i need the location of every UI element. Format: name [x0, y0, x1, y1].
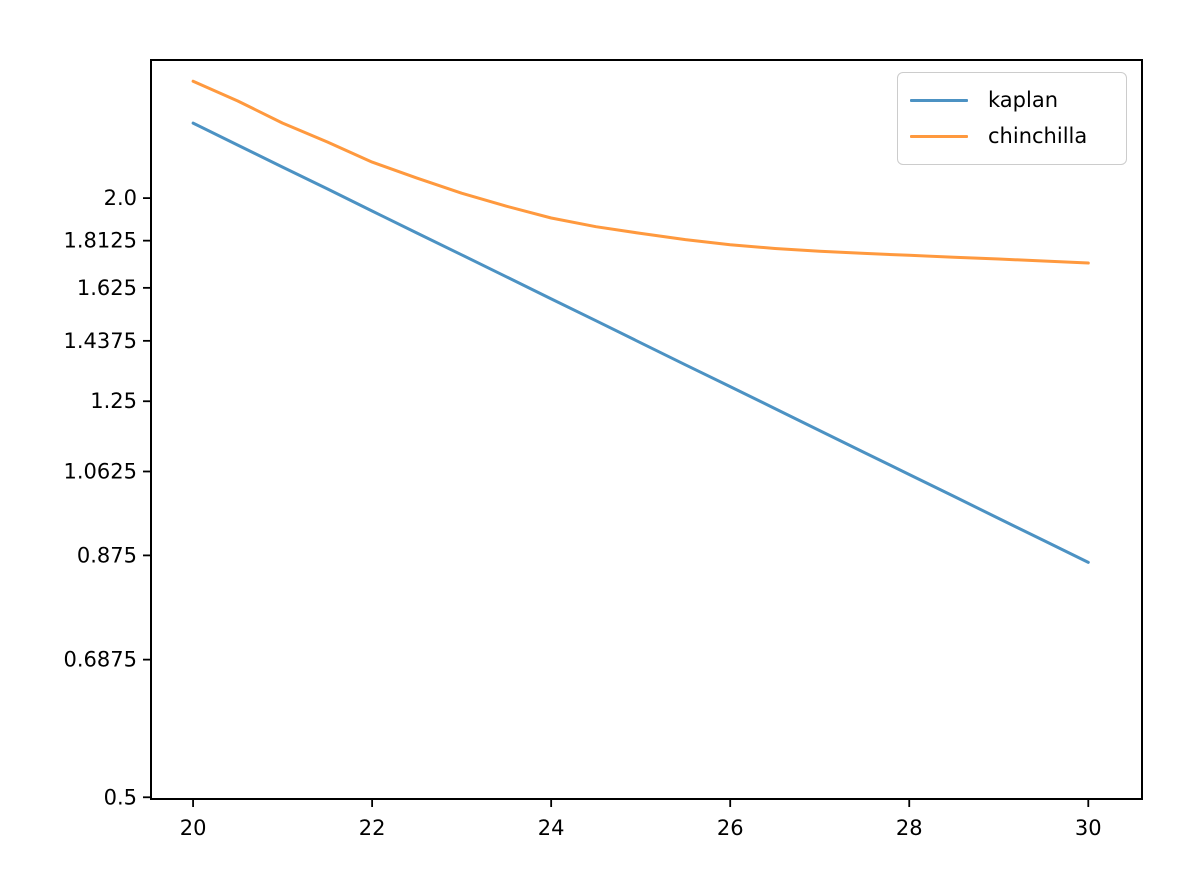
- y-tick-label: 1.4375: [64, 329, 137, 353]
- legend-item-chinchilla: chinchilla: [910, 123, 1114, 148]
- y-tick-label: 2.0: [104, 186, 137, 210]
- x-tick-label: 20: [180, 816, 207, 840]
- legend-label-chinchilla: chinchilla: [988, 123, 1088, 148]
- x-tick-label: 30: [1075, 816, 1102, 840]
- series-line-kaplan: [191, 121, 1090, 564]
- x-tick-label: 28: [896, 816, 923, 840]
- legend-label-kaplan: kaplan: [988, 88, 1059, 113]
- series-line-chinchilla: [191, 79, 1090, 265]
- y-tick-label: 0.6875: [64, 648, 137, 672]
- x-tick-label: 24: [538, 816, 565, 840]
- legend-item-kaplan: kaplan: [910, 89, 1114, 112]
- legend: kaplan chinchilla: [897, 72, 1127, 165]
- x-tick-label: 26: [717, 816, 744, 840]
- y-tick-label: 0.5: [104, 785, 137, 809]
- y-tick-label: 0.875: [77, 543, 137, 567]
- x-tick-label: 22: [359, 816, 386, 840]
- chinchilla-line-swatch: [910, 134, 968, 138]
- y-tick-label: 1.625: [77, 276, 137, 300]
- axes-spines: [150, 59, 1143, 800]
- y-tick-label: 1.0625: [64, 459, 137, 483]
- y-tick-label: 1.25: [90, 389, 137, 413]
- kaplan-line-swatch: [910, 99, 968, 103]
- y-tick-label: 1.8125: [64, 229, 137, 253]
